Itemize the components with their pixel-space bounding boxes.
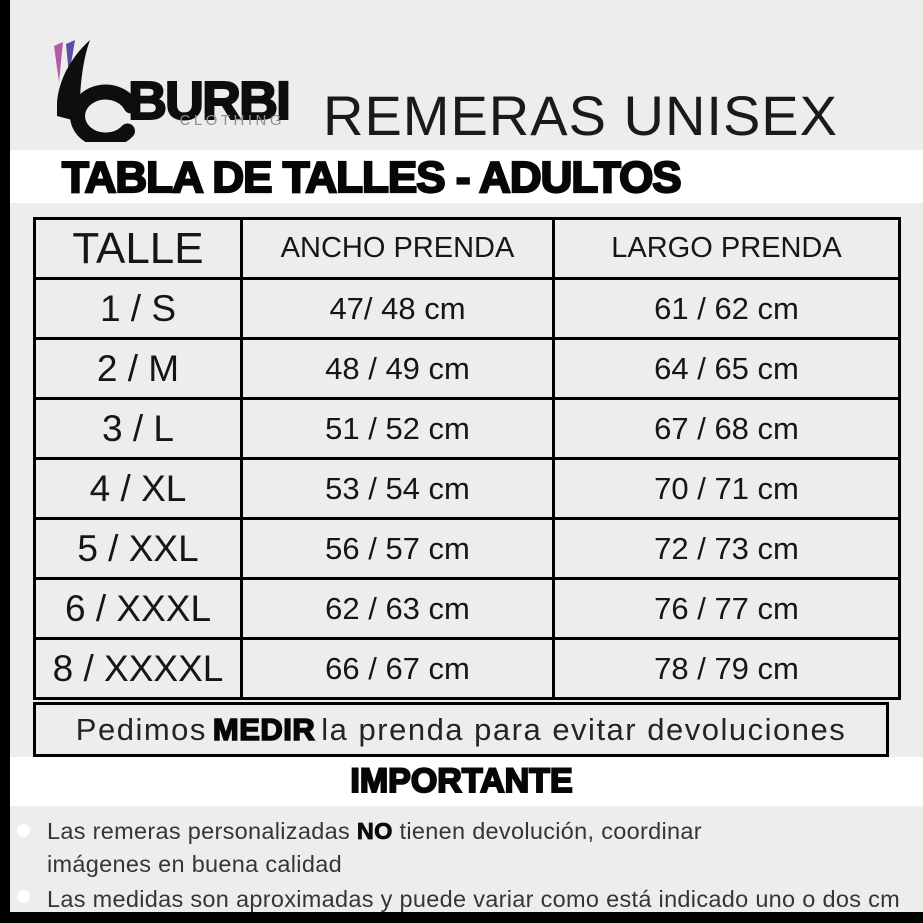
bottom-border-bar xyxy=(0,912,923,923)
measure-note: Pedimos MEDIR la prenda para evitar devo… xyxy=(33,702,889,757)
ancho-cell: 47/ 48 cm xyxy=(240,277,555,340)
talle-cell: 4 / XL xyxy=(33,457,243,520)
logo-slash-pink xyxy=(54,42,63,82)
talle-cell: 3 / L xyxy=(33,397,243,460)
table-row: 4 / XL 53 / 54 cm 70 / 71 cm xyxy=(33,457,901,520)
table-row: 8 / XXXXL 66 / 67 cm 78 / 79 cm xyxy=(33,637,901,700)
talle-cell: 2 / M xyxy=(33,337,243,400)
brand-name: BURBI xyxy=(127,71,292,131)
note-text: Las remeras personalizadas xyxy=(47,818,357,844)
ancho-cell: 48 / 49 cm xyxy=(240,337,555,400)
ancho-cell: 51 / 52 cm xyxy=(240,397,555,460)
measure-note-bold: MEDIR xyxy=(212,711,316,748)
note-text: tienen devolución, coordinar xyxy=(392,818,702,844)
measure-note-prefix: Pedimos xyxy=(75,711,207,747)
measure-note-suffix: la prenda para evitar devoluciones xyxy=(321,711,847,747)
ancho-cell: 53 / 54 cm xyxy=(240,457,555,520)
talle-cell: 6 / XXXL xyxy=(33,577,243,640)
col-header-talle: TALLE xyxy=(33,217,243,280)
logo-bowl xyxy=(70,84,139,142)
bullet-dot xyxy=(17,890,30,903)
section-title: TABLA DE TALLES - ADULTOS xyxy=(61,152,683,203)
note-text: Las medidas son aproximadas y puede vari… xyxy=(47,886,900,912)
note-bold: NO xyxy=(356,818,393,845)
note-text-line2: imágenes en buena calidad xyxy=(47,851,342,877)
burbi-logo-icon xyxy=(54,40,139,142)
page-title: REMERAS UNISEX xyxy=(323,84,838,147)
logo-stem xyxy=(57,40,90,122)
brand-subtitle: CLOTHING xyxy=(179,112,285,129)
largo-cell: 70 / 71 cm xyxy=(552,457,901,520)
left-border-bar xyxy=(0,0,10,923)
table-row: 3 / L 51 / 52 cm 67 / 68 cm xyxy=(33,397,901,460)
ancho-cell: 62 / 63 cm xyxy=(240,577,555,640)
table-row: 5 / XXL 56 / 57 cm 72 / 73 cm xyxy=(33,517,901,580)
col-header-ancho: ANCHO PRENDA xyxy=(240,217,555,280)
table-header-row: TALLE ANCHO PRENDA LARGO PRENDA xyxy=(33,217,901,280)
size-table: TALLE ANCHO PRENDA LARGO PRENDA 1 / S 47… xyxy=(33,217,901,700)
ancho-cell: 66 / 67 cm xyxy=(240,637,555,700)
white-band-top xyxy=(0,150,923,203)
talle-cell: 1 / S xyxy=(33,277,243,340)
largo-cell: 72 / 73 cm xyxy=(552,517,901,580)
white-band-bottom xyxy=(0,757,923,806)
largo-cell: 64 / 65 cm xyxy=(552,337,901,400)
largo-cell: 67 / 68 cm xyxy=(552,397,901,460)
largo-cell: 78 / 79 cm xyxy=(552,637,901,700)
table-row: 1 / S 47/ 48 cm 61 / 62 cm xyxy=(33,277,901,340)
talle-cell: 5 / XXL xyxy=(33,517,243,580)
table-row: 2 / M 48 / 49 cm 64 / 65 cm xyxy=(33,337,901,400)
note-medidas: Las medidas son aproximadas y puede vari… xyxy=(47,883,917,916)
table-row: 6 / XXXL 62 / 63 cm 76 / 77 cm xyxy=(33,577,901,640)
note-personalizadas: Las remeras personalizadas NO tienen dev… xyxy=(47,815,847,881)
largo-cell: 76 / 77 cm xyxy=(552,577,901,640)
bullet-dot xyxy=(17,824,30,837)
talle-cell: 8 / XXXXL xyxy=(33,637,243,700)
ancho-cell: 56 / 57 cm xyxy=(240,517,555,580)
col-header-largo: LARGO PRENDA xyxy=(552,217,901,280)
importante-heading: IMPORTANTE xyxy=(349,761,573,801)
largo-cell: 61 / 62 cm xyxy=(552,277,901,340)
